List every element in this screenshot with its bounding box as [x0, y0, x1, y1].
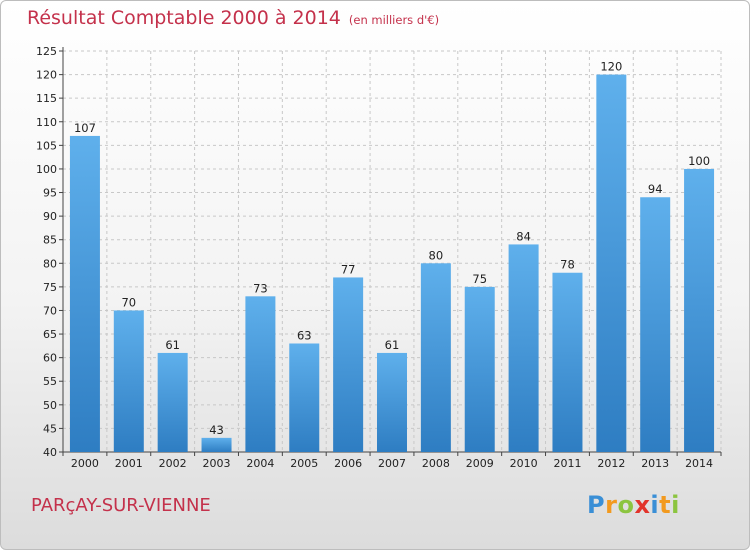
data-label-2000: 107: [74, 121, 96, 135]
y-tick-label: 80: [43, 257, 57, 270]
x-tick-label-2001: 2001: [115, 457, 143, 470]
x-tick-label-2005: 2005: [290, 457, 318, 470]
bar-2004: [245, 296, 276, 452]
x-tick-label-2011: 2011: [553, 457, 581, 470]
bars: [69, 74, 715, 453]
x-tick-label-2003: 2003: [203, 457, 231, 470]
y-tick-label: 55: [43, 375, 57, 388]
bar-2008: [420, 263, 451, 452]
data-label-2003: 43: [209, 423, 224, 437]
data-label-2002: 61: [165, 338, 180, 352]
y-tick-label: 75: [43, 281, 57, 294]
bar-2014: [684, 168, 715, 453]
labels: 40 45 50 55 60 65 70 75 80 85 90 95 100 105 110 115 120 1…: [36, 45, 713, 470]
y-tick-label: 65: [43, 328, 57, 341]
y-tick-label: 90: [43, 210, 57, 223]
data-label-2007: 61: [385, 338, 400, 352]
bar-2002: [157, 352, 188, 452]
x-tick-label-2014: 2014: [685, 457, 713, 470]
x-tick-label-2000: 2000: [71, 457, 99, 470]
bar-2013: [640, 197, 671, 452]
data-label-2006: 77: [341, 262, 356, 276]
bar-2006: [333, 277, 364, 452]
y-tick-label: 120: [36, 69, 57, 82]
logo-letter: x: [634, 491, 651, 519]
x-tick-label-2008: 2008: [422, 457, 450, 470]
commune-name: PARçAY-SUR-VIENNE: [31, 495, 211, 516]
y-tick-label: 50: [43, 399, 57, 412]
bar-2005: [289, 343, 320, 452]
y-tick-label: 115: [36, 92, 57, 105]
x-tick-label-2010: 2010: [510, 457, 538, 470]
data-label-2013: 94: [648, 182, 663, 196]
bar-2001: [113, 310, 144, 452]
bar-2010: [508, 244, 539, 452]
logo-letter: i: [650, 491, 660, 519]
y-tick-label: 45: [43, 422, 57, 435]
data-label-2005: 63: [297, 328, 312, 342]
logo-letter: t: [659, 491, 672, 519]
bar-2003: [201, 437, 232, 452]
y-tick-label: 85: [43, 234, 57, 247]
chart-title-text: Résultat Comptable 2000 à 2014: [27, 7, 341, 29]
logo-letter: r: [605, 491, 618, 519]
chart-subtitle: (en milliers d'€): [348, 13, 440, 27]
y-tick-label: 125: [36, 45, 57, 58]
bar-2011: [552, 272, 583, 452]
y-tick-label: 40: [43, 446, 57, 459]
bar-2007: [377, 352, 407, 452]
data-label-2014: 100: [688, 154, 710, 168]
y-tick-label: 105: [36, 139, 57, 152]
logo-letter: P: [587, 491, 606, 519]
x-tick-label-2007: 2007: [378, 457, 406, 470]
y-tick-label: 110: [36, 116, 57, 129]
y-tick-label: 100: [36, 163, 57, 176]
bar-2000: [69, 135, 100, 452]
proxiti-logo: Proxiti: [587, 491, 680, 519]
x-tick-label-2013: 2013: [641, 457, 669, 470]
y-tick-label: 70: [43, 304, 57, 317]
logo-letter: i: [671, 491, 680, 519]
x-tick-label-2009: 2009: [466, 457, 494, 470]
data-label-2009: 75: [472, 272, 487, 286]
y-tick-label: 95: [43, 187, 57, 200]
chart-title: Résultat Comptable 2000 à 2014 (en millie…: [27, 7, 439, 29]
y-tick-label: 60: [43, 352, 57, 365]
data-label-2008: 80: [429, 248, 444, 262]
bar-2009: [464, 286, 495, 452]
logo-letter: o: [617, 491, 635, 519]
x-tick-label-2006: 2006: [334, 457, 362, 470]
data-label-2011: 78: [560, 258, 575, 272]
data-label-2012: 120: [600, 60, 622, 74]
x-tick-label-2004: 2004: [246, 457, 274, 470]
x-tick-label-2012: 2012: [597, 457, 625, 470]
data-label-2010: 84: [516, 229, 531, 243]
data-label-2004: 73: [253, 281, 268, 295]
data-label-2001: 70: [121, 295, 136, 309]
bar-2012: [596, 74, 627, 453]
x-tick-label-2002: 2002: [159, 457, 187, 470]
